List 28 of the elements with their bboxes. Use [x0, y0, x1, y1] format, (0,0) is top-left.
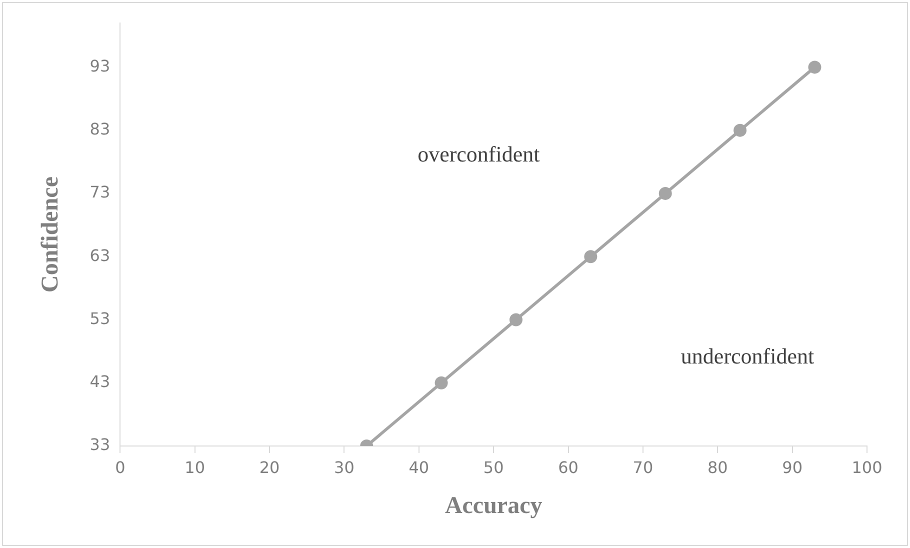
y-tick-label: 63: [90, 246, 110, 265]
y-tick-label: 33: [90, 435, 110, 454]
point: [509, 313, 522, 326]
x-tick-label: 50: [483, 458, 504, 477]
x-axis-title: Accuracy: [444, 492, 542, 519]
x-tick-label: 0: [115, 458, 126, 477]
y-tick-label: 43: [90, 372, 110, 392]
y-tick-label: 53: [90, 308, 110, 328]
point: [584, 250, 598, 264]
x-tick-label: 20: [259, 458, 280, 477]
x-tick-label: 30: [334, 458, 354, 477]
x-tick-label: 90: [782, 458, 802, 477]
point: [434, 376, 448, 390]
y-tick-label: 83: [90, 119, 110, 138]
x-tick-label: 100: [852, 458, 882, 477]
x-tick-label: 80: [707, 458, 728, 477]
y-tick-label: 93: [90, 56, 110, 76]
x-tick-label: 10: [184, 458, 206, 477]
x-tick-label: 60: [558, 458, 578, 477]
annotation: overconfident: [418, 141, 540, 166]
y-tick-label: 73: [90, 182, 110, 202]
annotation: underconfident: [680, 343, 814, 368]
x-tick-label: 70: [632, 458, 654, 477]
point: [658, 186, 672, 200]
y-axis-title: Confidence: [38, 176, 64, 292]
point: [808, 60, 822, 74]
point: [734, 124, 747, 137]
x-tick-label: 40: [408, 458, 430, 477]
